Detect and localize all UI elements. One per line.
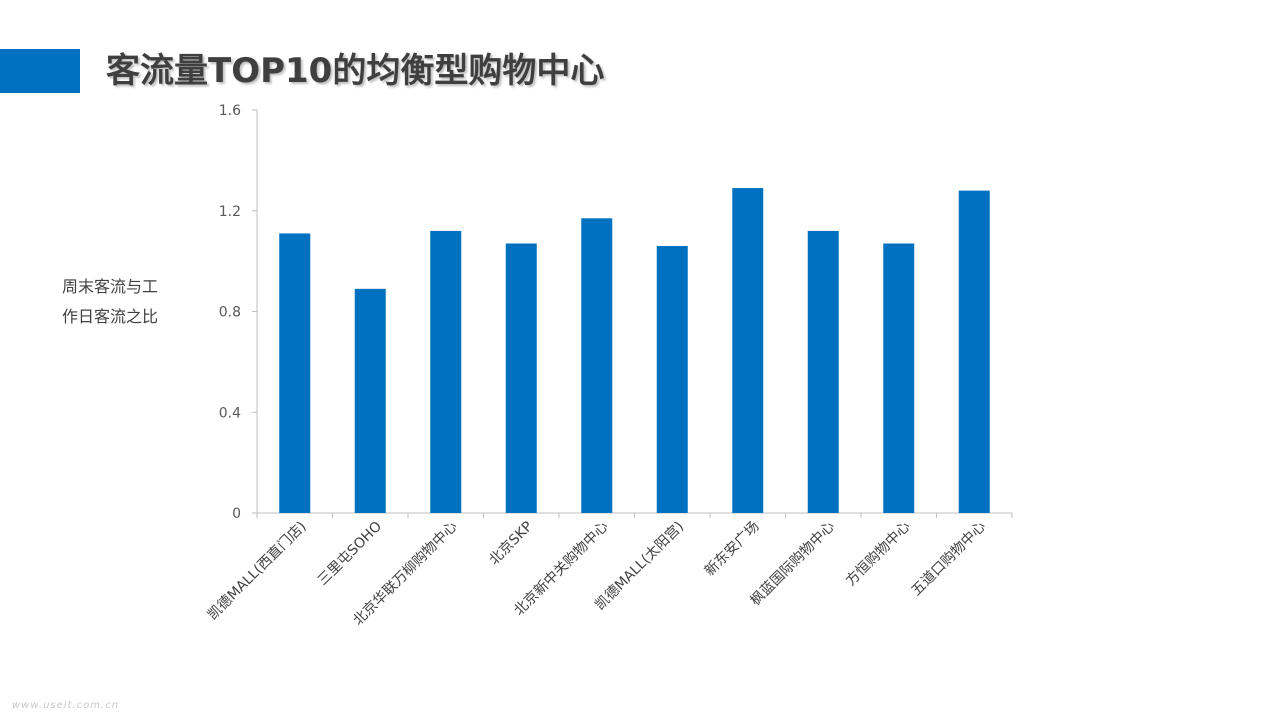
- y-tick-label: 0.4: [219, 405, 241, 421]
- y-axis-label-line-2: 作日客流之比: [62, 307, 159, 326]
- y-tick-label: 0: [232, 506, 241, 522]
- bar: [279, 233, 311, 513]
- bar: [807, 230, 839, 513]
- y-axis-label: 周末客流与工 作日客流之比: [62, 272, 180, 332]
- y-tick-label: 1.2: [219, 204, 241, 220]
- x-tick-label: 新东安广场: [702, 519, 763, 580]
- x-tick-label: 枫蓝国际购物中心: [748, 519, 839, 610]
- bar: [581, 218, 613, 513]
- bar: [656, 246, 688, 513]
- title-accent-bar: [0, 49, 80, 93]
- bar: [505, 243, 537, 513]
- x-tick-label: 五道口购物中心: [908, 519, 989, 600]
- watermark: www.useit.com.cn: [12, 700, 120, 711]
- y-axis-label-line-1: 周末客流与工: [62, 277, 159, 296]
- y-tick-label: 1.6: [219, 103, 241, 119]
- x-tick-label: 方恒购物中心: [843, 519, 914, 590]
- bar: [354, 288, 386, 513]
- page-title: 客流量TOP10的均衡型购物中心: [106, 51, 605, 91]
- bar: [732, 188, 764, 514]
- bar: [430, 230, 462, 513]
- bar: [883, 243, 915, 513]
- y-tick-label: 0.8: [219, 305, 241, 321]
- x-tick-label: 北京SKP: [486, 519, 536, 569]
- bar: [958, 190, 990, 513]
- x-tick-label: 三里屯SOHO: [315, 519, 385, 589]
- x-tick-label: 凯德MALL(西直门店): [204, 518, 309, 623]
